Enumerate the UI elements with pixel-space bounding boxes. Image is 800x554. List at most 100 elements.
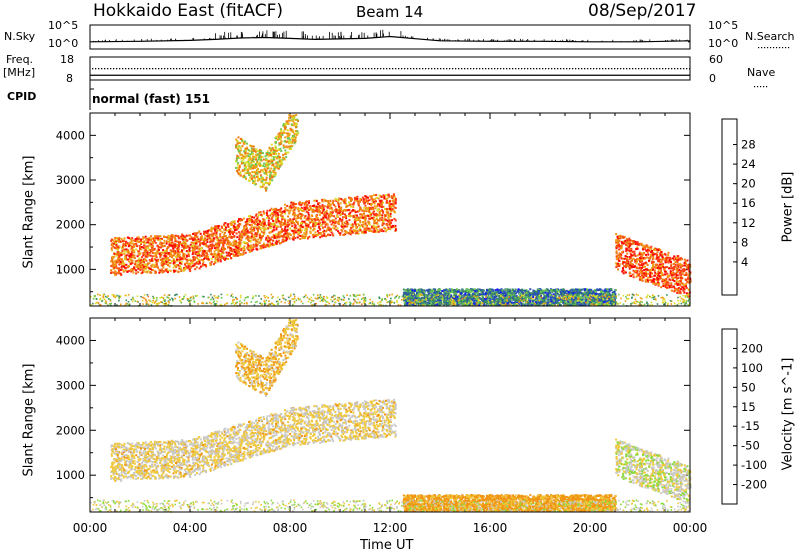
power-echo — [361, 209, 364, 212]
power-echo — [117, 246, 120, 249]
power-echo — [278, 165, 281, 168]
power-echo — [461, 302, 463, 305]
date-label: 08/Sep/2017 — [588, 1, 697, 21]
power-echo — [159, 251, 162, 254]
power-echo — [216, 225, 219, 228]
power-echo — [248, 165, 251, 168]
power-echo — [288, 116, 291, 119]
power-echo — [305, 204, 308, 207]
power-echo — [236, 250, 239, 253]
power-echo — [262, 210, 265, 213]
power-echo — [309, 221, 312, 224]
power-echo — [275, 242, 278, 245]
nave-dot — [416, 68, 418, 70]
power-echo — [129, 258, 132, 261]
power-echo — [202, 249, 205, 252]
power-echo — [284, 125, 287, 128]
power-echo — [186, 245, 189, 248]
power-echo — [211, 233, 214, 236]
power-echo — [368, 215, 370, 218]
power-echo — [178, 258, 181, 261]
power-echo — [275, 236, 278, 239]
power-echo — [213, 252, 216, 255]
power-echo — [256, 153, 259, 156]
power-echo — [121, 245, 124, 248]
power-echo — [372, 208, 375, 210]
power-echo — [238, 146, 241, 149]
power-echo — [131, 268, 134, 270]
power-echo — [190, 262, 193, 265]
nave-dot — [686, 68, 688, 70]
power-echo — [248, 250, 251, 253]
power-echo — [369, 214, 372, 217]
power-echo — [354, 211, 357, 214]
power-echo — [420, 304, 423, 307]
power-echo — [182, 248, 185, 251]
power-echo — [143, 263, 146, 266]
power-echo — [372, 224, 375, 227]
power-echo — [348, 209, 351, 211]
power-echo — [239, 172, 242, 175]
power-echo — [217, 254, 220, 257]
power-echo — [332, 199, 335, 202]
power-echo — [200, 238, 203, 241]
power-echo — [225, 251, 228, 254]
power-echo — [176, 254, 179, 257]
power-echo — [316, 217, 319, 219]
power-echo — [293, 229, 296, 232]
nave-dot — [437, 68, 439, 70]
nave-dot — [503, 68, 505, 70]
power-echo — [140, 243, 142, 245]
power-echo — [137, 238, 140, 240]
power-echo — [309, 217, 312, 220]
power-echo — [188, 247, 191, 249]
power-echo — [289, 145, 292, 148]
power-echo — [213, 232, 216, 235]
power-echo — [416, 292, 418, 295]
power-echo — [260, 236, 263, 239]
power-echo — [183, 246, 185, 249]
power-echo — [338, 218, 341, 221]
power-echo — [118, 252, 121, 255]
power-echo — [171, 250, 174, 253]
power-echo — [285, 151, 288, 154]
power-echo — [336, 210, 339, 213]
power-echo — [382, 210, 385, 213]
power-echo — [291, 141, 293, 144]
power-echo — [349, 215, 352, 218]
power-echo — [243, 248, 246, 251]
power-echo — [304, 203, 307, 206]
power-echo — [176, 259, 179, 262]
power-echo — [195, 232, 198, 235]
power-echo — [356, 216, 359, 219]
nave-dot — [560, 68, 562, 70]
power-echo — [250, 178, 253, 180]
power-echo — [273, 243, 276, 246]
power-echo — [304, 201, 307, 204]
power-echo — [255, 164, 257, 167]
power-echo — [403, 291, 406, 294]
power-echo — [122, 244, 125, 247]
power-echo — [135, 243, 138, 246]
power-echo — [262, 178, 265, 181]
power-echo — [275, 224, 278, 227]
power-echo — [215, 242, 218, 245]
power-echo — [381, 221, 384, 224]
power-echo — [418, 297, 421, 300]
power-echo — [147, 239, 150, 242]
power-echo — [329, 200, 332, 203]
freq-tick-top: 18 — [60, 53, 74, 66]
power-echo — [270, 222, 273, 225]
power-echo — [207, 258, 210, 261]
power-echo — [388, 195, 391, 198]
power-echo — [389, 212, 392, 215]
power-echo — [277, 233, 280, 236]
power-echo — [339, 232, 342, 235]
power-echo — [206, 231, 209, 234]
power-echo — [240, 239, 243, 242]
nave-dot — [521, 68, 523, 70]
nave-dot — [599, 68, 601, 70]
nave-dot — [401, 68, 403, 70]
power-echo — [215, 236, 218, 239]
power-echo — [124, 244, 127, 247]
